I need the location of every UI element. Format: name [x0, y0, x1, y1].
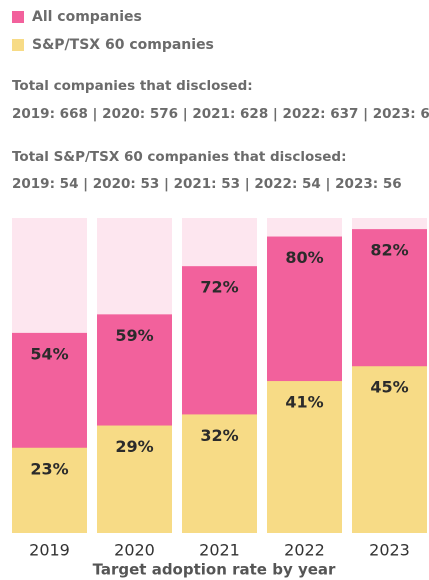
x-tick-label: 2019: [29, 541, 70, 560]
bar: [182, 414, 257, 533]
data-label: 82%: [370, 241, 408, 260]
x-tick-label: 2023: [369, 541, 410, 560]
legend-label: All companies: [32, 9, 142, 25]
data-label: 54%: [30, 344, 68, 363]
legend-swatch: [12, 39, 24, 51]
data-label: 59%: [115, 326, 153, 345]
bar: [12, 447, 87, 533]
note-text: 2019: 668 | 2020: 576 | 2021: 628 | 2022…: [12, 106, 429, 122]
data-label: 41%: [285, 393, 323, 412]
x-tick-label: 2021: [199, 541, 240, 560]
x-tick-label: 2020: [114, 541, 155, 560]
note-title: Total companies that disclosed:: [12, 78, 253, 94]
legend-label: S&P/TSX 60 companies: [32, 37, 214, 53]
x-tick-label: 2022: [284, 541, 325, 560]
x-axis-label: Target adoption rate by year: [93, 561, 336, 579]
bar: [97, 425, 172, 533]
note-title: Total S&P/TSX 60 companies that disclose…: [12, 149, 347, 165]
legend-swatch: [12, 11, 24, 23]
note-text: 2019: 54 | 2020: 53 | 2021: 53 | 2022: 5…: [12, 176, 402, 192]
data-label: 29%: [115, 437, 153, 456]
data-label: 45%: [370, 378, 408, 397]
data-label: 72%: [200, 278, 238, 297]
data-label: 80%: [285, 248, 323, 267]
data-label: 23%: [30, 459, 68, 478]
data-label: 32%: [200, 426, 238, 445]
bar: [267, 381, 342, 533]
bar: [352, 366, 427, 533]
